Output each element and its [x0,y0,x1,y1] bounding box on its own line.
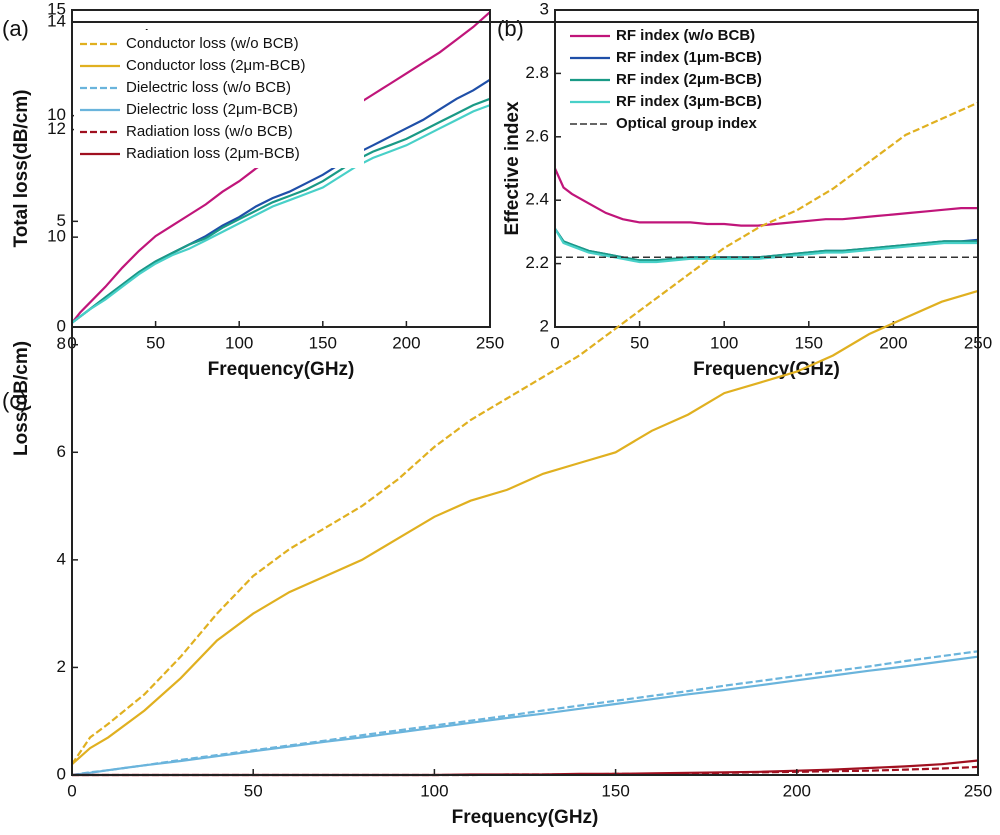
x-axis-label: Frequency(GHz) [693,359,840,380]
y-tick-label: 15 [47,0,66,18]
y-tick-label: 0 [57,316,66,335]
y-tick-label: 10 [47,227,66,246]
series-line [71,289,979,766]
x-tick-label: 250 [476,333,504,352]
x-tick-label: 200 [783,781,811,800]
y-tick-label: 6 [57,442,66,461]
y-tick-label: 2.8 [525,63,549,82]
y-tick-label: 2 [540,316,549,335]
panel-label: (c) [2,388,28,413]
series-line [71,655,979,777]
x-tick-label: 100 [710,333,738,352]
x-axis-label: Frequency(GHz) [208,359,355,380]
y-tick-label: 2 [57,657,66,676]
y-tick-label: 14 [47,11,66,30]
y-axis-label: Total loss(dB/cm) [11,90,32,248]
y-axis-label: Effective index [502,101,523,236]
x-tick-label: 100 [420,781,448,800]
legend-label: RF index (3μm-BCB) [616,93,762,110]
series-line [71,104,491,324]
legend-label: RF index (w/o BCB) [616,27,755,44]
x-tick-label: 100 [225,333,253,352]
series-line [71,97,491,324]
legend-label: RF index (2μm-BCB) [616,71,762,88]
x-tick-label: 150 [601,781,629,800]
legend-label: Radiation loss (2μm-BCB) [126,145,300,162]
y-tick-label: 10 [47,105,66,124]
legend-label: Conductor loss (w/o BCB) [126,35,299,52]
series-line [72,759,979,777]
x-tick-label: 0 [67,781,76,800]
x-tick-label: 250 [964,781,992,800]
y-axis-label: Loss(dB/cm) [11,341,32,456]
x-tick-label: 200 [879,333,907,352]
y-tick-label: 2.6 [525,126,549,145]
series-line [554,228,978,262]
x-tick-label: 50 [244,781,263,800]
legend-label: RF index (1μm-BCB) [616,49,762,66]
y-tick-label: 12 [47,119,66,138]
y-tick-label: 3 [540,0,549,18]
x-tick-label: 200 [392,333,420,352]
panel-label: (b) [497,16,524,41]
y-tick-label: 2.2 [525,253,549,272]
x-tick-label: 150 [795,333,823,352]
legend-label: Dielectric loss (w/o BCB) [126,79,291,96]
y-tick-label: 5 [57,211,66,230]
legend-label: Dielectric loss (2μm-BCB) [126,101,298,118]
x-tick-label: 150 [309,333,337,352]
x-tick-label: 0 [550,333,559,352]
x-axis-label: Frequency(GHz) [452,807,599,828]
x-tick-label: 50 [146,333,165,352]
legend-label: Radiation loss (w/o BCB) [126,123,293,140]
y-tick-label: 8 [57,334,66,353]
legend-label: Conductor loss (2μm-BCB) [126,57,306,74]
series-line [553,168,978,227]
axes-frame [71,21,979,776]
y-tick-label: 2.4 [525,190,549,209]
series-line [71,101,979,765]
legend-box [74,30,364,168]
x-tick-label: 50 [630,333,649,352]
legend-label: Optical group index [616,115,758,132]
y-tick-label: 0 [57,764,66,783]
panel-label: (a) [2,16,29,41]
y-tick-label: 4 [57,549,66,568]
